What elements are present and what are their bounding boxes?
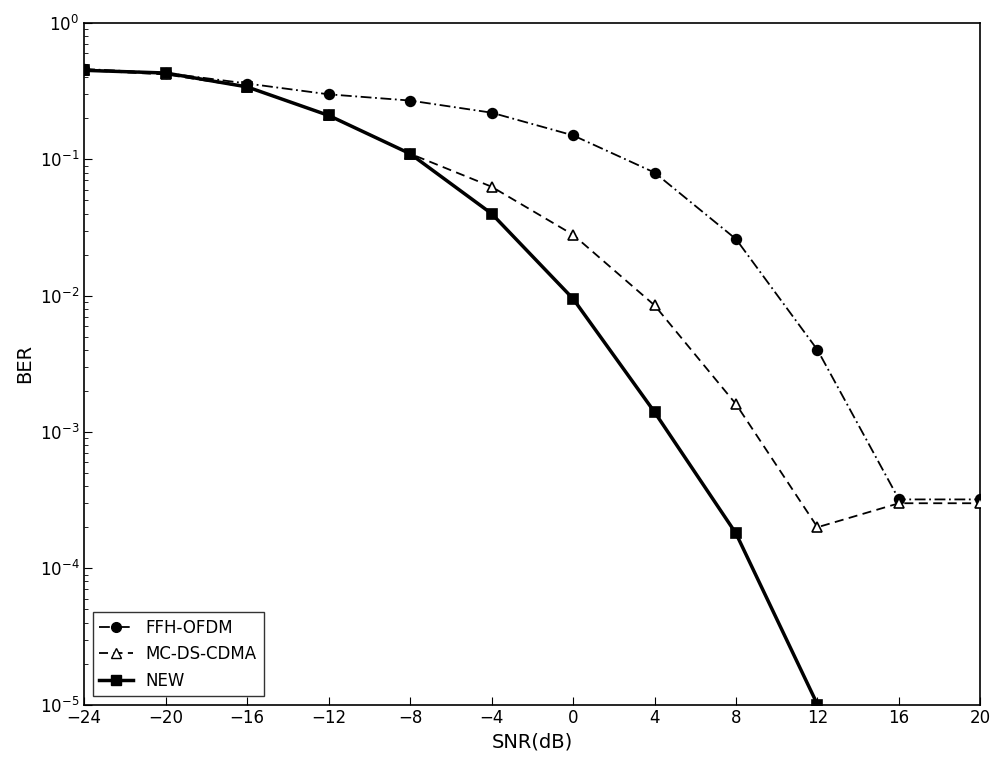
FFH-OFDM <box>812 345 824 354</box>
MC-DS-CDMA <box>241 82 254 91</box>
MC-DS-CDMA <box>567 230 579 239</box>
X-axis label: SNR(dB): SNR(dB) <box>492 733 573 752</box>
Line: FFH-OFDM: FFH-OFDM <box>79 64 985 504</box>
NEW <box>78 66 91 75</box>
MC-DS-CDMA <box>404 149 416 158</box>
NEW <box>160 68 172 77</box>
NEW <box>649 407 661 416</box>
NEW <box>486 209 498 218</box>
NEW <box>730 529 742 538</box>
FFH-OFDM <box>649 168 661 177</box>
MC-DS-CDMA <box>893 499 905 508</box>
NEW <box>323 111 335 120</box>
NEW <box>404 149 416 158</box>
FFH-OFDM <box>323 90 335 99</box>
Line: NEW: NEW <box>79 65 822 709</box>
Legend: FFH-OFDM, MC-DS-CDMA, NEW: FFH-OFDM, MC-DS-CDMA, NEW <box>93 612 264 696</box>
FFH-OFDM <box>241 79 254 88</box>
FFH-OFDM <box>78 64 91 74</box>
MC-DS-CDMA <box>160 70 172 79</box>
NEW <box>812 700 824 709</box>
Y-axis label: BER: BER <box>15 344 34 384</box>
MC-DS-CDMA <box>486 182 498 191</box>
MC-DS-CDMA <box>730 400 742 409</box>
MC-DS-CDMA <box>812 522 824 532</box>
Line: MC-DS-CDMA: MC-DS-CDMA <box>79 65 985 532</box>
FFH-OFDM <box>160 68 172 77</box>
MC-DS-CDMA <box>323 111 335 120</box>
FFH-OFDM <box>404 96 416 105</box>
NEW <box>241 82 254 91</box>
FFH-OFDM <box>893 495 905 504</box>
MC-DS-CDMA <box>975 499 987 508</box>
FFH-OFDM <box>975 495 987 504</box>
MC-DS-CDMA <box>649 301 661 310</box>
FFH-OFDM <box>730 235 742 244</box>
NEW <box>567 294 579 303</box>
MC-DS-CDMA <box>78 66 91 75</box>
FFH-OFDM <box>567 130 579 140</box>
FFH-OFDM <box>486 108 498 117</box>
